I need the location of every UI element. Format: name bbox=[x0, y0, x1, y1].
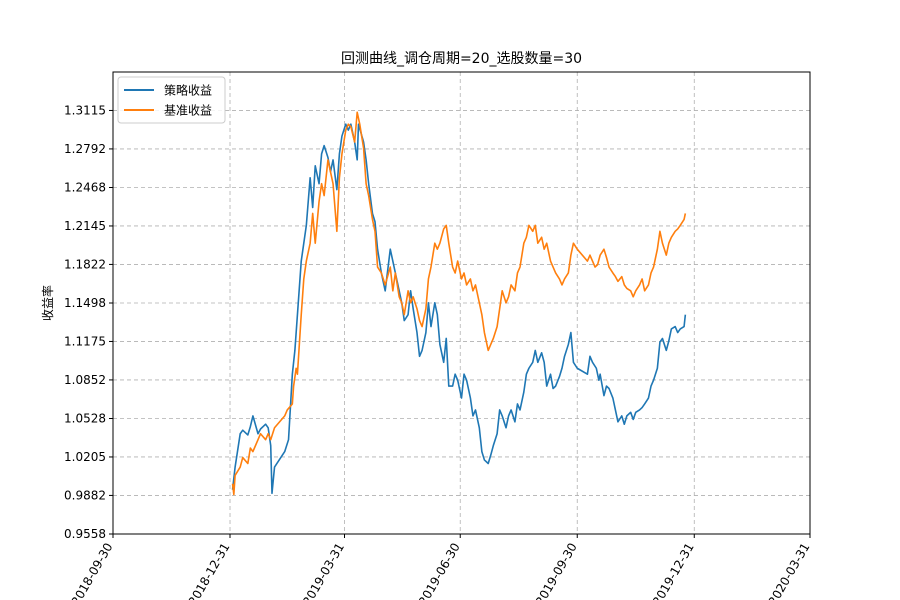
y-tick-label: 0.9882 bbox=[64, 488, 106, 502]
legend-box bbox=[117, 76, 226, 124]
legend-label-strategy: 策略收益 bbox=[164, 83, 212, 98]
strategy-line bbox=[231, 123, 687, 495]
y-tick-label: 1.0528 bbox=[64, 412, 106, 426]
benchmark-line bbox=[231, 111, 687, 496]
legend-label-benchmark: 基准收益 bbox=[164, 104, 212, 118]
y-tick-label: 1.3115 bbox=[64, 103, 106, 117]
legend: 策略收益 基准收益 bbox=[117, 76, 226, 124]
y-axis-label: 收益率 bbox=[40, 285, 55, 321]
y-tick-label: 1.2145 bbox=[64, 219, 106, 233]
y-axis-ticks: 0.9558 0.9882 1.0205 1.0528 1.0852 1.1175 1.14… bbox=[64, 103, 113, 541]
y-tick-label: 1.1175 bbox=[64, 334, 106, 348]
y-tick-label: 1.0205 bbox=[64, 450, 106, 464]
y-tick-label: 0.9558 bbox=[64, 527, 106, 541]
y-tick-label: 1.1498 bbox=[64, 296, 106, 310]
y-tick-label: 1.0852 bbox=[64, 373, 106, 387]
series-lines bbox=[231, 111, 687, 496]
chart-title: 回测曲线_调仓周期=20_选股数量=30 bbox=[341, 51, 582, 67]
y-tick-label: 1.2468 bbox=[64, 181, 106, 195]
y-tick-label: 1.2792 bbox=[64, 142, 106, 156]
y-tick-label: 1.1822 bbox=[64, 257, 106, 271]
